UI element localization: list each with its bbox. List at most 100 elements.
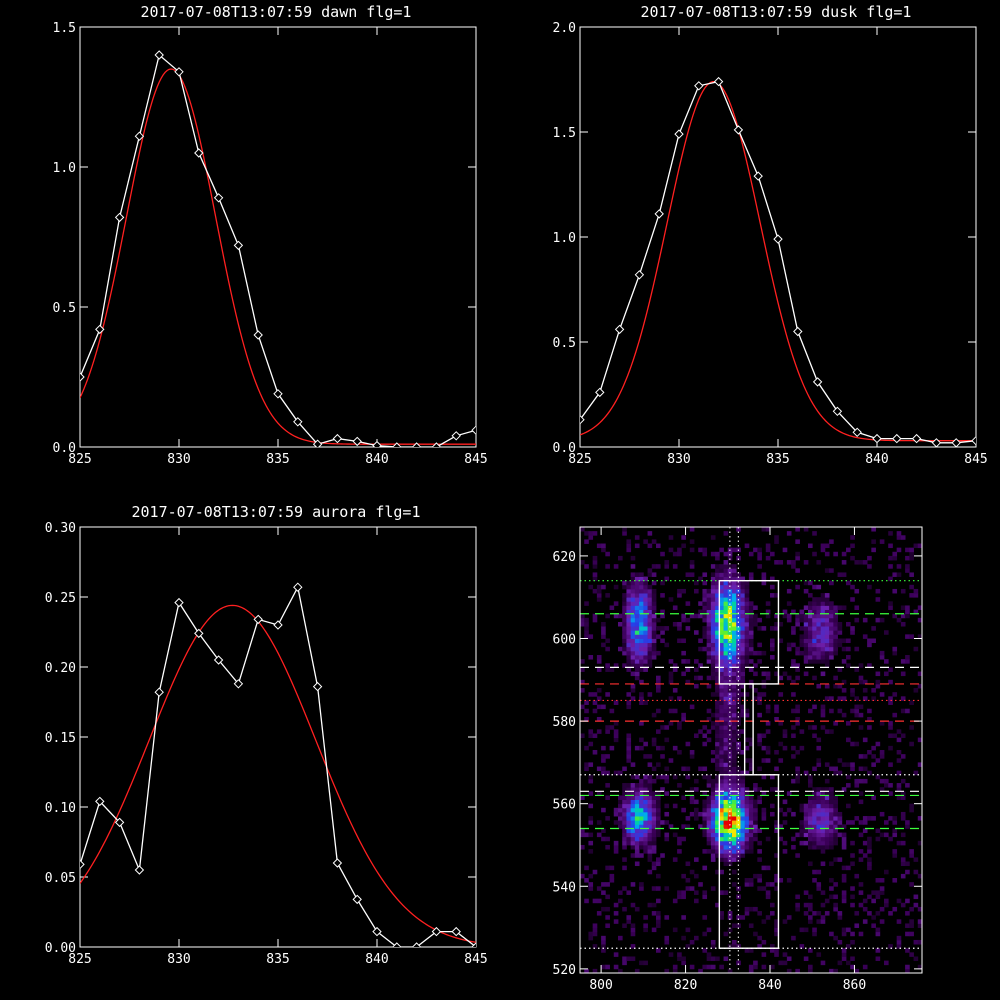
heatmap-cell <box>871 795 876 800</box>
heatmap-cell <box>719 820 724 825</box>
heatmap-cell <box>677 588 682 594</box>
heatmap-cell <box>719 675 724 681</box>
heatmap-cell <box>723 849 729 854</box>
heatmap-cell <box>812 840 817 846</box>
heatmap-cell <box>630 816 636 821</box>
heatmap-cell <box>719 824 724 829</box>
heatmap-cell <box>651 820 657 825</box>
heatmap-cell <box>761 692 767 697</box>
aurora-ytick-label: 0.05 <box>45 871 76 886</box>
dusk-data-point <box>654 209 664 219</box>
heatmap-cell <box>803 659 809 664</box>
heatmap-cell <box>702 646 708 652</box>
heatmap-cell <box>803 617 809 623</box>
heatmap-cell <box>723 572 729 577</box>
heatmap-cell <box>643 638 648 644</box>
heatmap-cell <box>808 968 813 974</box>
heatmap-cell <box>710 795 716 800</box>
heatmap-cell <box>719 840 724 846</box>
heatmap-cell <box>867 638 872 644</box>
heatmap-cell <box>803 621 809 627</box>
heatmap-cell <box>668 708 674 714</box>
heatmap-cell <box>833 840 838 846</box>
heatmap-cell <box>719 597 724 602</box>
heatmap-cell <box>710 659 716 664</box>
heatmap-cell <box>643 667 648 672</box>
heatmap-cell <box>803 655 809 660</box>
heatmap-cell <box>723 787 729 792</box>
heatmap-cell <box>618 807 623 813</box>
heatmap-cell <box>841 894 847 900</box>
heatmap-cell <box>634 968 640 974</box>
heatmap-cell <box>850 708 855 714</box>
heatmap-cell <box>639 737 644 743</box>
heatmap-cell <box>634 787 640 792</box>
heatmap-cell <box>744 844 750 850</box>
heatmap-cell <box>613 601 619 606</box>
heatmap-cell <box>829 568 834 573</box>
dawn-data-point <box>253 330 263 340</box>
heatmap-cell <box>765 527 771 532</box>
heatmap-cell <box>888 605 893 610</box>
heatmap-cell <box>702 807 708 813</box>
heatmap-cell <box>803 824 809 829</box>
heatmap-cell <box>862 840 868 846</box>
heatmap-cell <box>634 861 640 867</box>
heatmap-cell <box>732 778 737 784</box>
heatmap-cell <box>896 531 902 536</box>
heatmap-cell <box>698 638 703 644</box>
heatmap-cell <box>626 737 632 743</box>
heatmap-cell <box>719 580 724 586</box>
heatmap-cell <box>761 683 767 689</box>
heatmap-cell <box>867 865 872 871</box>
heatmap-cell <box>681 535 686 540</box>
heatmap-cell <box>761 939 767 945</box>
heatmap-cell <box>736 580 741 586</box>
heatmap-cell <box>736 626 741 631</box>
heatmap-cell <box>626 741 632 747</box>
heatmap-cell <box>820 605 826 610</box>
heatmap-cell <box>698 882 703 887</box>
heatmap-cell <box>588 832 594 838</box>
heatmap-cell <box>753 836 758 842</box>
heatmap-cell <box>715 700 720 705</box>
heatmap-cell <box>719 836 724 842</box>
heatmap-cell <box>862 906 868 912</box>
heatmap-cell <box>896 737 902 743</box>
heatmap-cell <box>719 679 724 685</box>
heatmap-cell <box>778 878 784 883</box>
heatmap-cell <box>816 799 822 805</box>
heatmap-cell <box>647 783 653 788</box>
heatmap-cell <box>727 820 733 825</box>
heatmap-cell <box>685 816 691 821</box>
heatmap-cell <box>706 811 712 817</box>
heatmap-cell <box>634 774 640 780</box>
heatmap-cell <box>626 832 632 838</box>
heatmap-cell <box>601 754 606 759</box>
heatmap-cell <box>656 911 661 916</box>
heatmap-cell <box>710 712 716 718</box>
heatmap-cell <box>867 857 872 862</box>
heatmap-cell <box>634 803 640 809</box>
heatmap-cell <box>715 824 720 829</box>
heatmap-cell <box>808 811 813 817</box>
heatmap-cell <box>647 597 653 602</box>
heatmap-cell <box>715 708 720 714</box>
heatmap-cell <box>643 923 648 928</box>
heatmap-cell <box>833 609 838 615</box>
heatmap-cell <box>622 787 627 792</box>
heatmap-cell <box>698 729 703 734</box>
heatmap-cell <box>854 741 860 747</box>
heatmap-cell <box>596 820 602 825</box>
heatmap-cell <box>643 613 648 619</box>
heatmap-cell <box>841 931 847 937</box>
heatmap-cell <box>744 543 750 549</box>
heatmap-cell <box>812 803 817 809</box>
heatmap-cell <box>664 832 670 838</box>
heatmap-cell <box>833 968 838 974</box>
heatmap-cell <box>850 543 855 549</box>
heatmap-cell <box>719 741 724 747</box>
heatmap-cell <box>862 617 868 623</box>
heatmap-cell <box>639 584 644 590</box>
heatmap-cell <box>634 580 640 586</box>
